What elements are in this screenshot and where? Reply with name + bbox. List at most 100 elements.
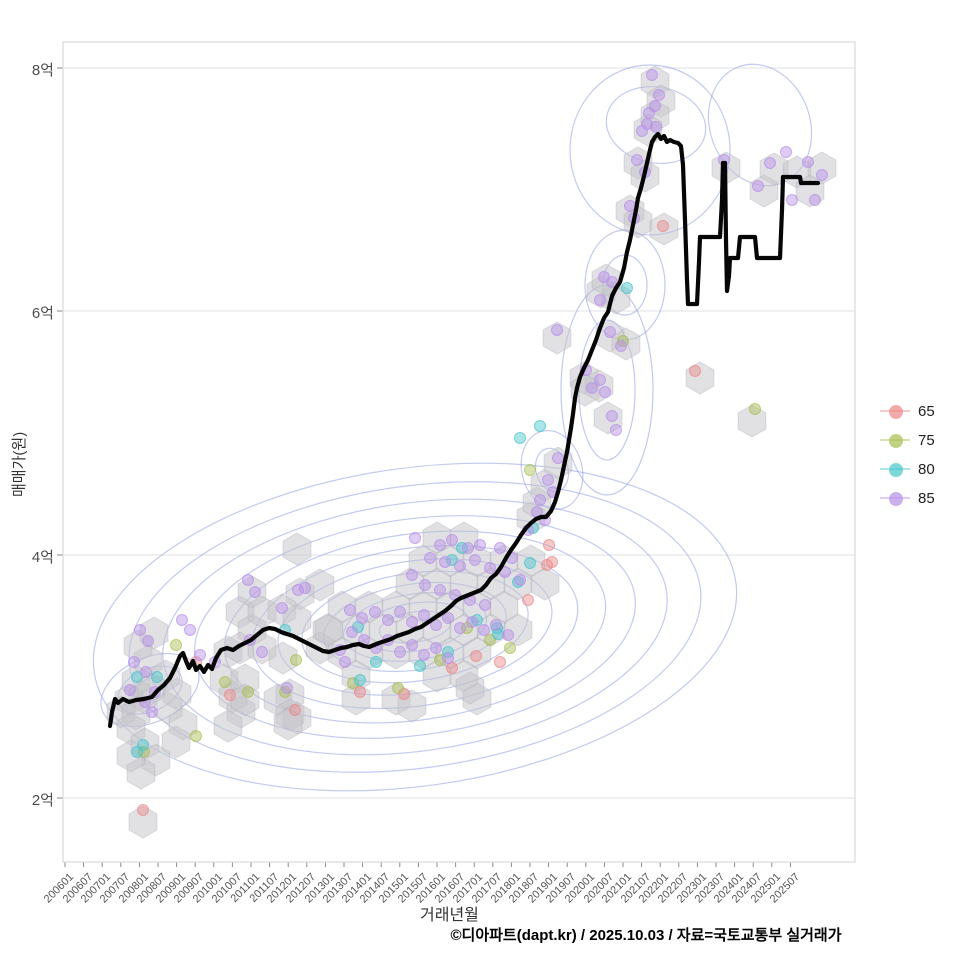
scatter-point-85: [439, 556, 451, 568]
scatter-point-85: [494, 542, 506, 554]
hexbin-cell: [649, 212, 679, 246]
scatter-point-85: [339, 656, 351, 668]
legend-label: 80: [918, 460, 935, 478]
hexbin-cell: [305, 568, 335, 602]
hexbin-cell: [749, 174, 779, 208]
scatter-point-85: [454, 560, 466, 572]
scatter-point-85: [419, 579, 431, 591]
scatter-point-85: [140, 666, 152, 678]
scatter-point-85: [502, 629, 514, 641]
scatter-point-85: [631, 154, 643, 166]
scatter-point-85: [484, 562, 496, 574]
legend-label: 85: [918, 489, 935, 507]
legend-item-65[interactable]: 65: [880, 402, 935, 420]
scatter-point-85: [551, 324, 563, 336]
scatter-point-85: [446, 534, 458, 546]
scatter-point-85: [469, 554, 481, 566]
scatter-point-85: [418, 609, 430, 621]
scatter-point-85: [424, 552, 436, 564]
scatter-point-80: [414, 660, 426, 672]
scatter-point-85: [242, 574, 254, 586]
source-credit: ©디아파트(dapt.kr) / 2025.10.03 / 자료=국토교통부 실…: [450, 927, 842, 944]
scatter-point-85: [194, 649, 206, 661]
scatter-point-85: [586, 382, 598, 394]
scatter-point-80: [151, 671, 163, 683]
hexbin-cell: [282, 532, 312, 566]
scatter-point-85: [786, 194, 798, 206]
scatter-point-75: [170, 639, 182, 651]
scatter-point-80: [131, 671, 143, 683]
scatter-point-85: [646, 69, 658, 81]
scatter-point-85: [462, 542, 474, 554]
scatter-point-80: [514, 432, 526, 444]
scatter-point-85: [752, 180, 764, 192]
legend-item-75[interactable]: 75: [880, 432, 935, 449]
scatter-layer: [124, 69, 828, 816]
hexbin-cell: [230, 683, 260, 717]
scatter-point-65: [543, 539, 555, 551]
scatter-point-80: [446, 554, 458, 566]
scatter-point-65: [289, 704, 301, 716]
scatter-point-85: [276, 602, 288, 614]
scatter-point-65: [657, 220, 669, 232]
scatter-point-85: [124, 684, 136, 696]
scatter-point-85: [299, 582, 311, 594]
scatter-point-85: [394, 606, 406, 618]
scatter-point-85: [442, 652, 454, 664]
plot-border: [62, 41, 856, 863]
scatter-point-85: [256, 646, 268, 658]
scatter-point-85: [606, 410, 618, 422]
contour-ring: [569, 64, 731, 236]
hexbin-cell: [455, 671, 485, 705]
scatter-point-85: [594, 294, 606, 306]
scatter-point-85: [176, 614, 188, 626]
hexbin-cell: [161, 725, 191, 759]
scatter-point-65: [470, 650, 482, 662]
legend-marker-icon: [880, 463, 910, 477]
scatter-point-85: [434, 584, 446, 596]
scatter-point-85: [409, 532, 421, 544]
scatter-point-85: [552, 452, 564, 464]
y-axis-title: 매매가(원): [11, 431, 28, 497]
scatter-point-75: [347, 677, 359, 689]
scatter-point-65: [546, 556, 558, 568]
scatter-point-85: [534, 494, 546, 506]
scatter-point-75: [290, 654, 302, 666]
trend-line-path: [107, 131, 821, 729]
scatter-point-65: [689, 365, 701, 377]
hexbin-cell: [503, 613, 533, 647]
scatter-point-85: [604, 326, 616, 338]
scatter-point-85: [474, 539, 486, 551]
scatter-point-75: [219, 676, 231, 688]
contour-ring: [128, 481, 702, 773]
hexbin-cell: [273, 707, 303, 741]
hexbin-cell: [341, 682, 371, 716]
scatter-point-85: [466, 616, 478, 628]
legend-item-80[interactable]: 80: [880, 460, 935, 478]
y-tick-label: 4억: [31, 549, 54, 566]
scatter-point-85: [650, 121, 662, 133]
legend-label: 65: [918, 402, 935, 420]
hexbin-cell: [593, 401, 623, 435]
scatter-point-80: [534, 420, 546, 432]
scatter-point-85: [142, 635, 154, 647]
scatter-point-80: [524, 557, 536, 569]
scatter-point-85: [418, 649, 430, 661]
hexbin-cell: [542, 321, 572, 355]
scatter-point-80: [621, 282, 633, 294]
legend-item-85[interactable]: 85: [880, 489, 935, 507]
scatter-point-85: [369, 606, 381, 618]
scatter-point-85: [478, 624, 490, 636]
scatter-point-85: [809, 194, 821, 206]
scatter-point-85: [454, 622, 466, 634]
scatter-point-85: [406, 569, 418, 581]
scatter-point-75: [484, 634, 496, 646]
scatter-point-85: [344, 604, 356, 616]
scatter-point-85: [382, 614, 394, 626]
scatter-point-85: [128, 656, 140, 668]
scatter-point-85: [434, 539, 446, 551]
scatter-point-65: [224, 689, 236, 701]
scatter-point-85: [406, 616, 418, 628]
